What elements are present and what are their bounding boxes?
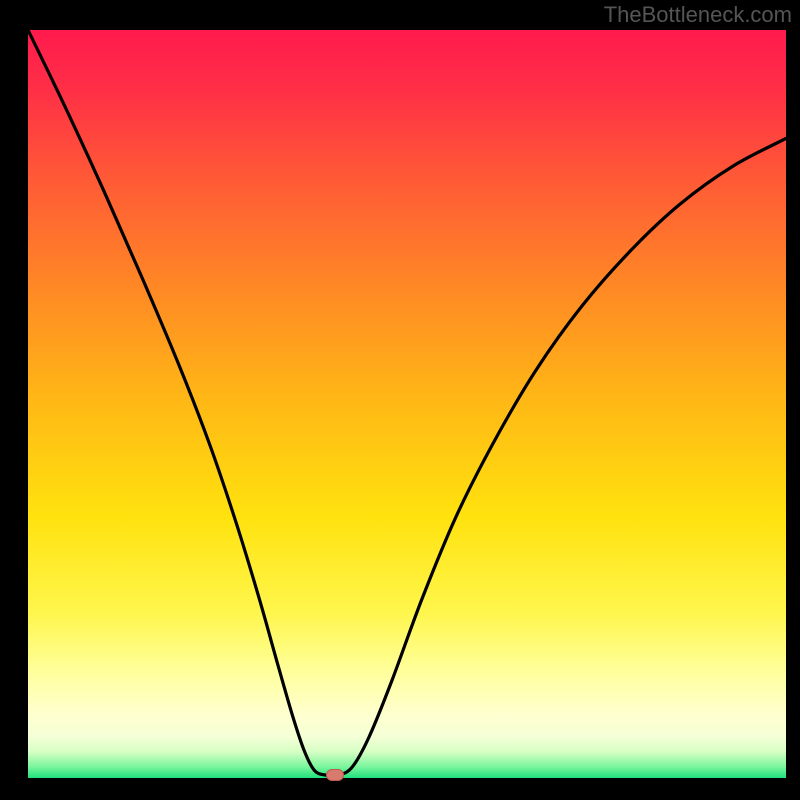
plot-gradient-background [28,30,786,778]
frame-border-left [0,0,28,800]
frame-border-right [786,0,800,800]
minimum-marker [326,769,344,781]
watermark-text: TheBottleneck.com [604,2,792,28]
chart-frame: TheBottleneck.com [0,0,800,800]
frame-border-bottom [0,778,800,800]
